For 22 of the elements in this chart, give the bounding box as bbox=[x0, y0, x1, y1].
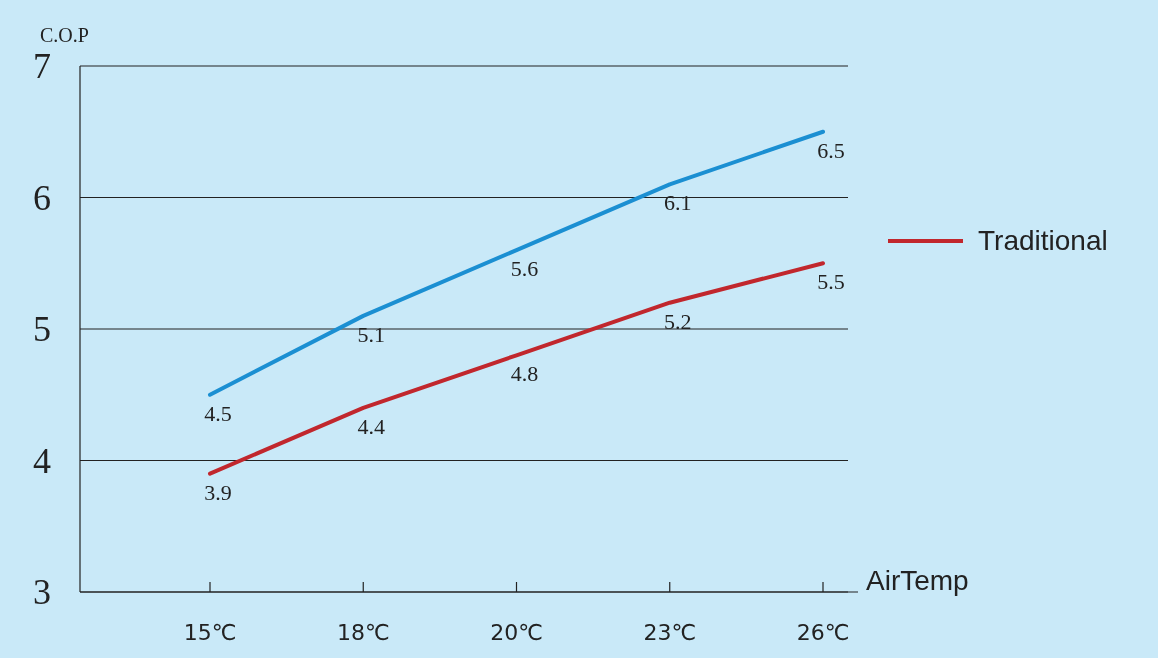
y-tick-label: 7 bbox=[33, 46, 51, 86]
x-tick-label: 15℃ bbox=[183, 620, 237, 645]
y-tick-label: 3 bbox=[33, 572, 51, 612]
x-tick-label: 18℃ bbox=[336, 620, 390, 645]
x-tick-label: 26℃ bbox=[796, 620, 850, 645]
data-label: 5.1 bbox=[357, 321, 385, 347]
legend-label: Traditional bbox=[978, 225, 1108, 256]
data-label: 4.4 bbox=[357, 413, 385, 439]
data-label: 5.6 bbox=[510, 256, 539, 282]
x-tick-label: 23℃ bbox=[643, 620, 697, 645]
data-label: 5.5 bbox=[817, 269, 845, 295]
x-axis-title: AirTemp bbox=[866, 565, 969, 596]
data-label: 4.8 bbox=[510, 361, 539, 387]
data-label: 4.5 bbox=[204, 400, 232, 426]
y-tick-label: 4 bbox=[33, 440, 51, 481]
data-label: 3.9 bbox=[204, 479, 232, 505]
y-axis-title: C.O.P bbox=[40, 24, 89, 46]
y-tick-label: 6 bbox=[33, 177, 51, 218]
data-label: 6.5 bbox=[817, 137, 845, 163]
x-tick-label: 20℃ bbox=[490, 620, 543, 645]
y-tick-label: 5 bbox=[33, 309, 51, 349]
data-label: 5.2 bbox=[664, 308, 692, 334]
